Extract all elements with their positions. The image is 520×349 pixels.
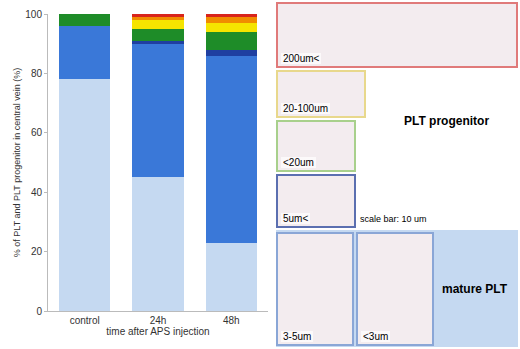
svg-text:48h: 48h: [223, 315, 240, 326]
html-text:<20um: <20um: [283, 157, 314, 168]
html-text:scale bar: 10 um: scale bar: 10 um: [360, 214, 427, 224]
html-text:20-100um: 20-100um: [283, 103, 328, 114]
svg-text:24h: 24h: [150, 315, 167, 326]
html-text:PLT progenitor: PLT progenitor: [404, 114, 490, 128]
svg-text:40: 40: [31, 187, 43, 198]
html-text:<3um: <3um: [363, 331, 389, 342]
svg-text:time after APS injection: time after APS injection: [106, 326, 209, 337]
html-text:5um<: 5um<: [283, 213, 309, 224]
svg-text:60: 60: [31, 127, 43, 138]
html-text:mature PLT: mature PLT: [442, 282, 508, 296]
html-text:200um<: 200um<: [283, 53, 320, 64]
html-text:3-5um: 3-5um: [283, 331, 312, 342]
svg-text:80: 80: [31, 68, 43, 79]
svg-text:control: control: [70, 315, 100, 326]
svg-text:% of PLT and PLT progenitor in: % of PLT and PLT progenitor in central v…: [12, 68, 22, 257]
svg-text:100: 100: [25, 9, 42, 20]
svg-text:20: 20: [31, 246, 43, 257]
svg-text:0: 0: [36, 306, 42, 317]
